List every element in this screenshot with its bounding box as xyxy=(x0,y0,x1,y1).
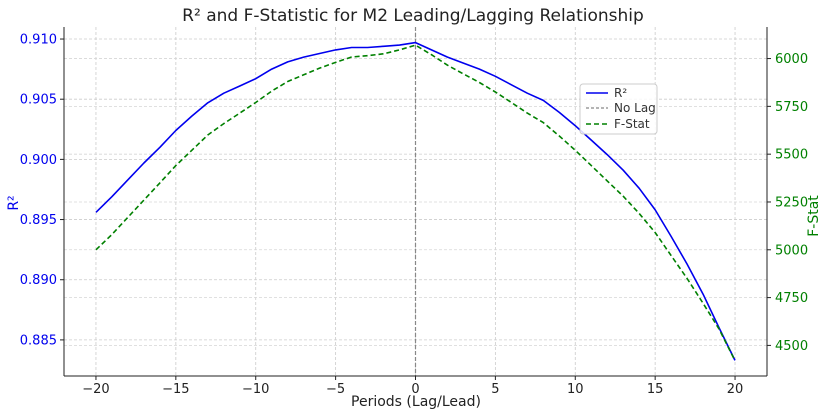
y-left-axis-title: R² xyxy=(6,195,22,210)
legend-label-fstat: F-Stat xyxy=(614,117,650,131)
y-left-axis-ticks: 0.885 0.890 0.895 0.900 0.905 0.910 xyxy=(20,33,64,348)
y-right-tick-label: 5250 xyxy=(775,195,808,210)
y-right-tick-label: 6000 xyxy=(775,52,808,67)
y-left-tick-label: 0.890 xyxy=(20,273,57,288)
r2-series-line xyxy=(95,41,736,361)
y-left-tick-label: 0.900 xyxy=(20,153,57,168)
y-right-tick-label: 5500 xyxy=(775,148,808,163)
y-right-axis-ticks: 4500 4750 5000 5250 5500 5750 6000 xyxy=(767,52,808,354)
legend-box xyxy=(579,83,658,135)
chart-title: R² and F-Statistic for M2 Leading/Laggin… xyxy=(182,6,644,26)
x-tick-label: −15 xyxy=(162,382,189,397)
x-tick-label: 5 xyxy=(491,382,499,397)
x-tick-label: −10 xyxy=(242,382,269,397)
series-group xyxy=(95,41,736,362)
legend-label-no-lag: No Lag xyxy=(614,101,656,115)
x-tick-label: −20 xyxy=(82,382,109,397)
f-stat-series-line xyxy=(95,44,736,362)
x-tick-label: −5 xyxy=(326,382,345,397)
y-right-tick-label: 4750 xyxy=(775,291,808,306)
x-tick-label: 20 xyxy=(727,382,744,397)
y-right-tick-label: 5000 xyxy=(775,243,808,258)
y-left-tick-label: 0.885 xyxy=(20,333,57,348)
legend: R² No Lag F-Stat xyxy=(579,83,658,135)
x-tick-label: 15 xyxy=(647,382,664,397)
legend-label-r2: R² xyxy=(614,86,627,100)
x-axis-ticks: −20 −15 −10 −5 0 5 10 15 20 xyxy=(82,376,743,397)
y-right-tick-label: 4500 xyxy=(775,339,808,354)
y-right-tick-label: 5750 xyxy=(775,100,808,115)
y-left-tick-label: 0.895 xyxy=(20,213,57,228)
y-left-tick-label: 0.910 xyxy=(20,33,57,48)
x-tick-label: 0 xyxy=(411,382,419,397)
x-axis-title: Periods (Lag/Lead) xyxy=(351,394,481,410)
x-tick-label: 10 xyxy=(567,382,584,397)
y-left-tick-label: 0.905 xyxy=(20,93,57,108)
y-right-axis-title: F-Stat xyxy=(806,195,822,237)
